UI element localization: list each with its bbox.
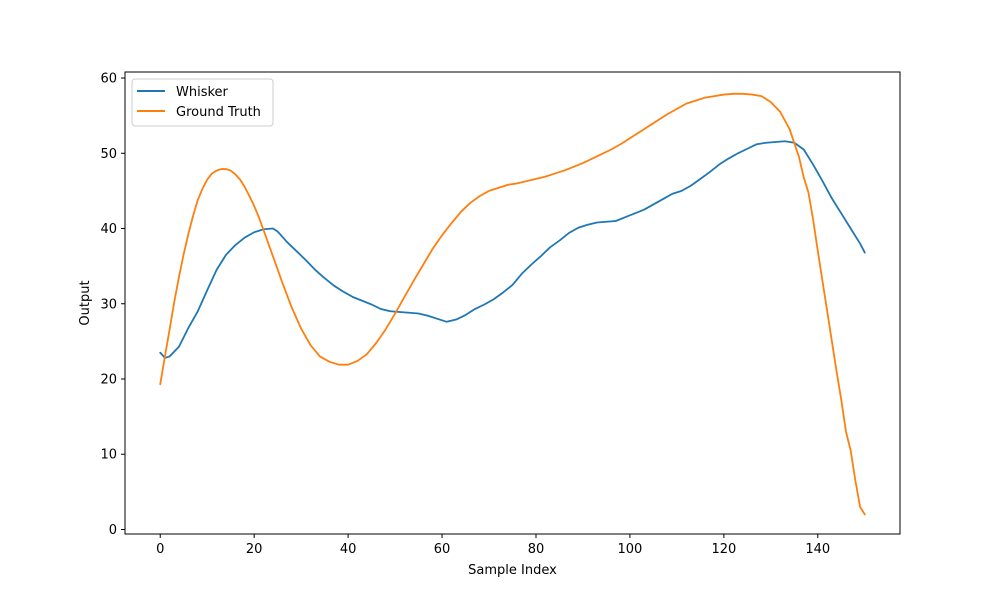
series-line-whisker <box>159 140 866 359</box>
x-tick-label: 20 <box>246 542 263 557</box>
x-tick-label: 80 <box>528 542 545 557</box>
legend-label-ground-truth: Ground Truth <box>176 105 261 120</box>
y-tick-label: 60 <box>100 72 117 87</box>
x-tick-label: 0 <box>156 542 164 557</box>
y-tick-label: 30 <box>100 297 117 312</box>
x-tick-label: 40 <box>340 542 357 557</box>
x-axis: 0 20 40 60 80 100 120 140 <box>156 534 830 557</box>
y-tick-label: 20 <box>100 372 117 387</box>
x-tick-label: 60 <box>434 542 451 557</box>
x-tick-label: 100 <box>618 542 643 557</box>
plot-frame <box>124 71 901 535</box>
x-axis-label: Sample Index <box>468 563 557 578</box>
y-tick-label: 10 <box>100 448 117 463</box>
legend-label-whisker: Whisker <box>176 85 229 100</box>
y-axis-label: Output <box>78 280 93 325</box>
plot-series <box>159 92 866 516</box>
y-tick-label: 0 <box>109 523 117 538</box>
y-tick-label: 50 <box>100 147 117 162</box>
x-tick-label: 140 <box>805 542 830 557</box>
legend: Whisker Ground Truth <box>131 78 274 127</box>
y-axis: 0 10 20 30 40 50 60 <box>100 72 125 538</box>
legend-box <box>131 78 274 127</box>
x-tick-label: 120 <box>711 542 736 557</box>
y-tick-label: 40 <box>100 222 117 237</box>
series-line-ground-truth <box>159 92 866 516</box>
